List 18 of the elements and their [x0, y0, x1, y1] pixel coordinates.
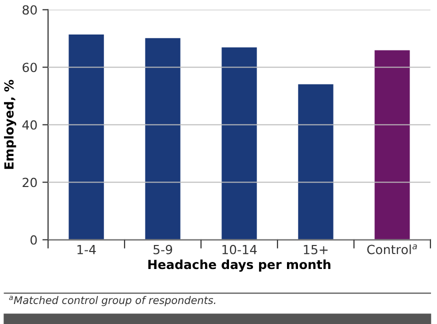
y-tick-label: 20: [22, 178, 37, 188]
bar: [298, 84, 334, 240]
x-tick-label: 1-4: [77, 245, 96, 254]
y-tick-label: 80: [22, 5, 37, 15]
bar: [68, 34, 104, 240]
y-axis-title: Employed, %: [4, 80, 16, 169]
x-axis-title: Headache days per month: [148, 259, 330, 272]
x-tick-label: 15+: [304, 245, 328, 254]
bar: [222, 47, 257, 240]
bar: [374, 50, 410, 240]
x-tick-label: 5-9: [154, 244, 172, 254]
x-tick-label: 10-14: [222, 244, 257, 254]
y-tick-label: 60: [22, 62, 37, 72]
y-tick-label: 0: [30, 235, 37, 245]
bar: [145, 38, 180, 240]
text: $^{a}$Matched control group of respondents.: [9, 296, 216, 306]
y-tick-label: 40: [22, 120, 37, 130]
x-tick-label: Control$^{a}$: [367, 244, 417, 254]
